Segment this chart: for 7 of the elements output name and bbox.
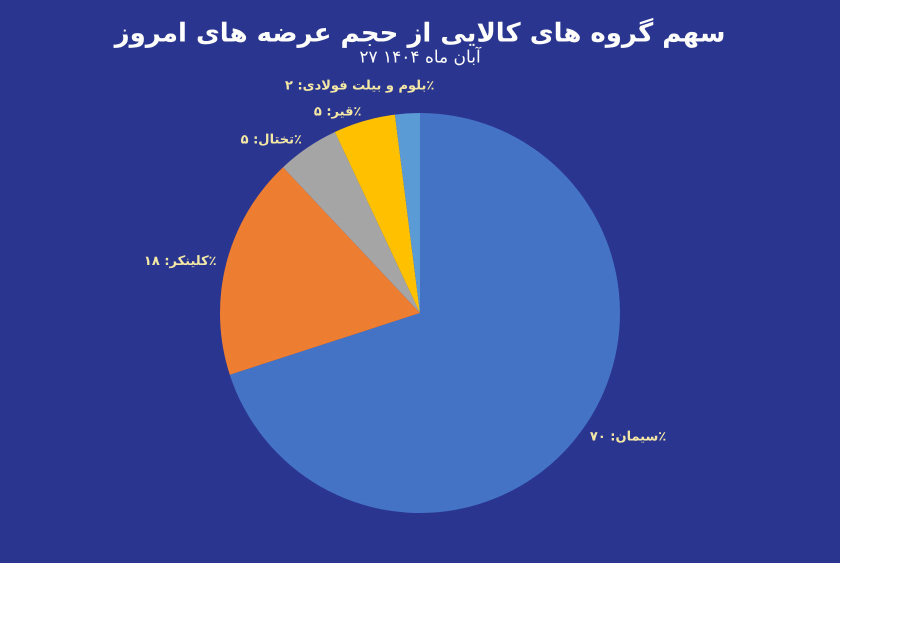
slice-label: سیمان: ۷۰٪ [590,429,666,444]
slice-label: تختال: ۵٪ [240,132,302,148]
slice-label: قیر: ۵٪ [314,104,362,120]
pie-slice [220,167,420,375]
pie-slice [394,113,420,313]
slice-label: کلینکر: ۱۸٪ [144,254,217,269]
slice-label: بلوم و بیلت فولادی: ۲٪ [285,78,434,94]
